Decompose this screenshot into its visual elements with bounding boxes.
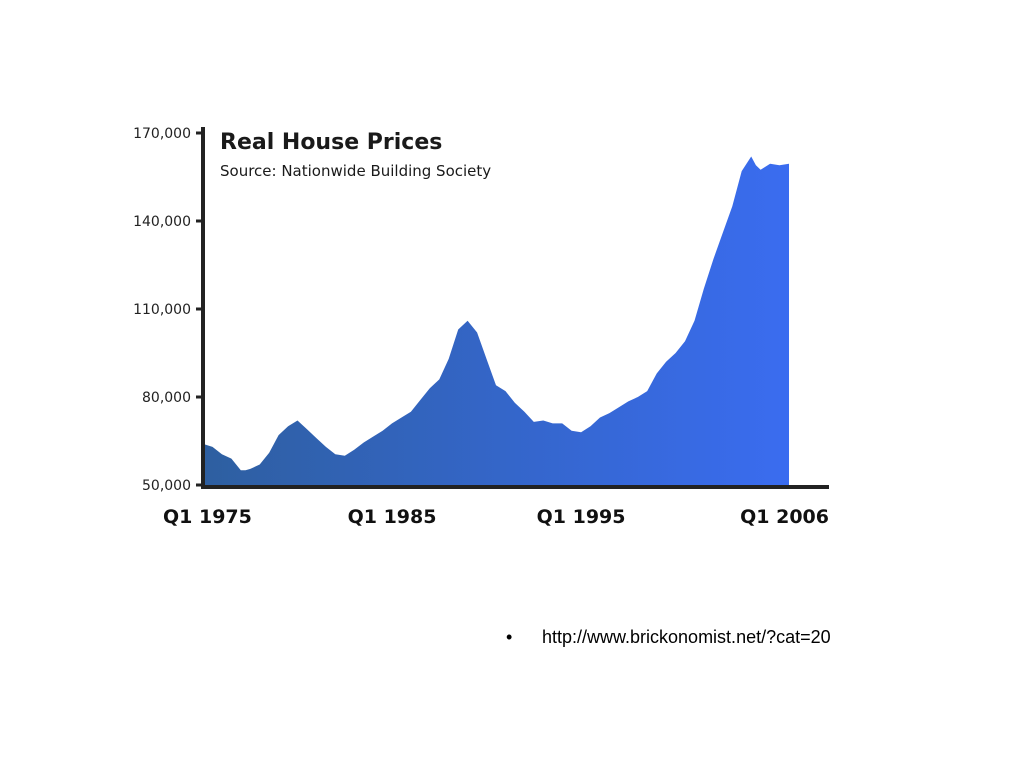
price-area — [203, 156, 789, 485]
y-axis-ticks: 50,000 80,000 110,000 140,000 170,000 — [133, 126, 203, 494]
y-tick-label: 140,000 — [133, 214, 191, 230]
chart-title: Real House Prices — [220, 130, 442, 155]
y-tick-label: 170,000 — [133, 126, 191, 142]
y-tick-label: 50,000 — [142, 478, 191, 494]
bullet-point: • — [506, 627, 513, 647]
y-tick-label: 110,000 — [133, 302, 191, 318]
y-tick-label: 80,000 — [142, 390, 191, 406]
x-tick-label: Q1 2006 — [740, 506, 829, 528]
x-tick-label: Q1 1975 — [163, 506, 252, 528]
source-line: • http://www.brickonomist.net/?cat=20 — [506, 627, 831, 648]
x-tick-label: Q1 1985 — [348, 506, 437, 528]
source-link[interactable]: http://www.brickonomist.net/?cat=20 — [542, 627, 831, 647]
chart-subtitle: Source: Nationwide Building Society — [220, 162, 491, 180]
x-tick-label: Q1 1995 — [537, 506, 626, 528]
x-axis-ticks: Q1 1975 Q1 1985 Q1 1995 Q1 2006 — [163, 506, 829, 528]
